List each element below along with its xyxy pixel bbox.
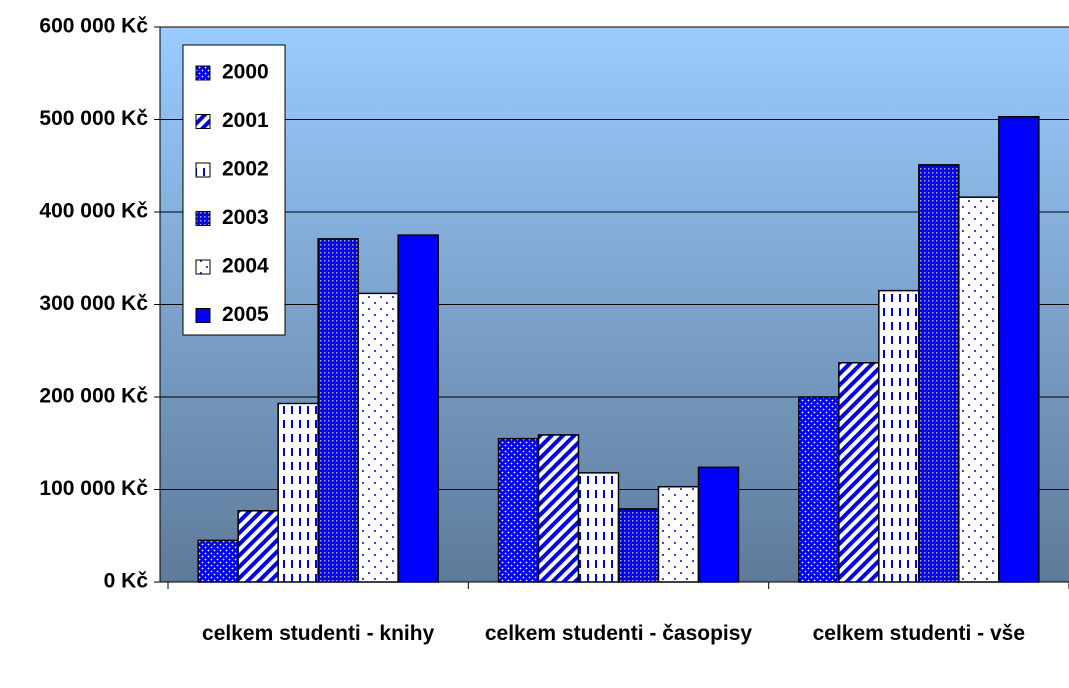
legend-label: 2003 — [222, 206, 269, 229]
bar — [918, 164, 960, 583]
bar — [798, 396, 840, 583]
bar — [617, 508, 660, 583]
legend-label: 2005 — [222, 303, 269, 326]
legend — [182, 44, 286, 336]
y-tick-label: 400 000 Kč — [39, 200, 148, 223]
legend-label: 2004 — [222, 255, 269, 278]
bar — [197, 539, 239, 583]
bar — [657, 485, 700, 583]
legend-label: 2000 — [222, 61, 269, 84]
y-tick-label: 0 Kč — [104, 570, 149, 593]
bar — [998, 115, 1040, 583]
x-tick-label: celkem studenti - knihy — [202, 622, 435, 645]
legend-swatch — [195, 65, 211, 81]
bar — [577, 472, 620, 583]
legend-swatch — [195, 211, 211, 226]
bar — [237, 510, 279, 583]
y-tick-label: 100 000 Kč — [39, 477, 148, 500]
x-tick-label: celkem studenti - časopisy — [484, 622, 753, 645]
bar — [397, 234, 439, 583]
bar — [958, 196, 1000, 583]
bar — [497, 437, 540, 583]
legend-swatch — [195, 259, 211, 275]
x-tick-label: celkem studenti - vše — [812, 622, 1026, 645]
bar — [537, 434, 580, 583]
bar — [697, 466, 740, 583]
y-tick-label: 300 000 Kč — [39, 292, 148, 315]
y-tick-label: 500 000 Kč — [39, 107, 148, 130]
y-tick-label: 600 000 Kč — [39, 15, 148, 38]
bar — [357, 292, 399, 583]
y-tick-label: 200 000 Kč — [39, 385, 148, 408]
bar — [878, 289, 920, 583]
legend-swatch — [195, 114, 211, 129]
bar — [317, 238, 359, 583]
legend-swatch — [195, 308, 211, 323]
legend-label: 2001 — [222, 109, 269, 132]
bar — [277, 402, 319, 583]
legend-swatch — [195, 162, 211, 178]
legend-label: 2002 — [222, 158, 269, 181]
bar — [838, 362, 880, 583]
